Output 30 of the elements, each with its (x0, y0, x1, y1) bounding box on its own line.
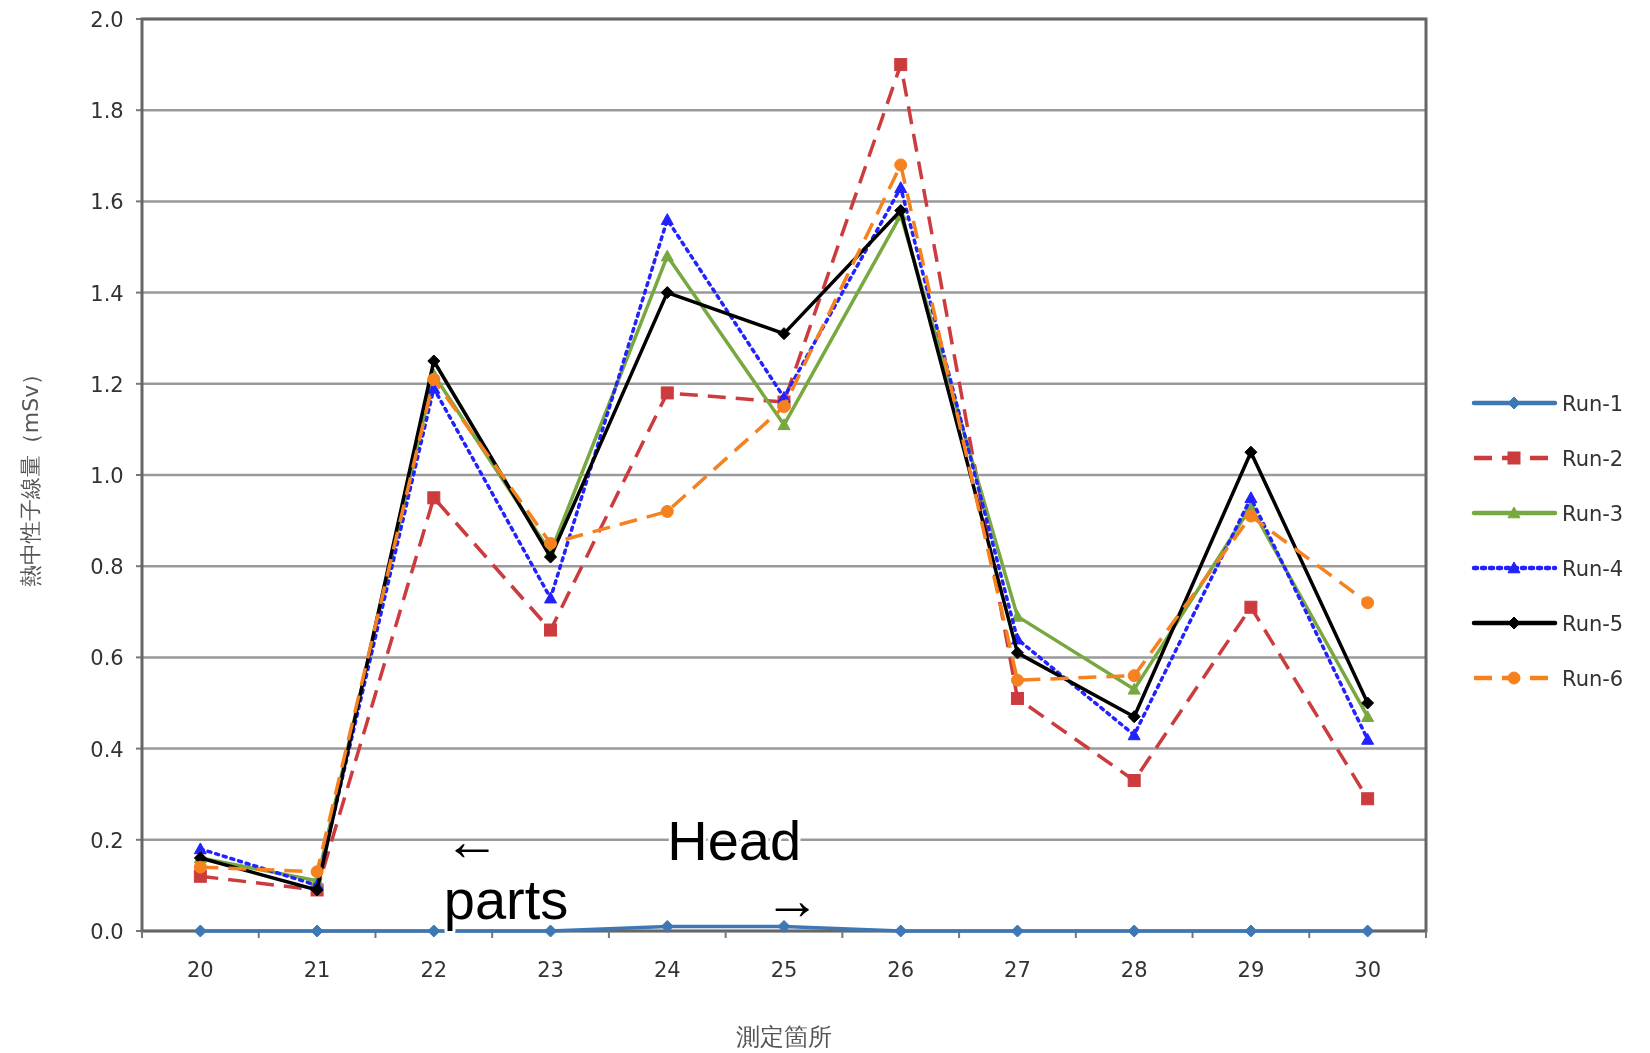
legend-label: Run-2 (1562, 447, 1624, 471)
y-tick-label: 1.2 (90, 372, 124, 397)
x-tick-label: 26 (887, 958, 915, 982)
y-tick-label: 0.6 (90, 646, 124, 671)
y-tick-label: 1.4 (90, 281, 124, 306)
y-tick-label: 2.0 (90, 8, 124, 32)
x-tick-label: 23 (537, 958, 564, 982)
x-tick-label: 29 (1237, 958, 1265, 982)
x-tick-label: 20 (187, 958, 214, 982)
y-tick-label: 1.6 (90, 190, 124, 215)
x-tick-label: 24 (653, 958, 681, 982)
y-tick-label: 1.8 (90, 99, 124, 124)
y-tick-label: 0.2 (90, 828, 124, 853)
legend-label: Run-1 (1562, 392, 1624, 416)
x-tick-label: 25 (770, 958, 798, 982)
x-tick-label: 28 (1120, 958, 1148, 982)
y-tick-label: 0.0 (90, 920, 124, 944)
y-tick-label: 0.8 (90, 555, 124, 580)
legend-label: Run-4 (1562, 557, 1624, 581)
x-axis-title: 測定箇所 (736, 1023, 832, 1051)
legend-label: Run-6 (1562, 667, 1624, 691)
y-tick-label: 1.0 (90, 464, 124, 488)
legend-label: Run-3 (1562, 502, 1624, 526)
x-tick-label: 27 (1004, 958, 1031, 982)
y-axis-title: 熱中性子線量（mSv） (18, 362, 43, 588)
legend-label: Run-5 (1562, 612, 1624, 636)
x-tick-label: 21 (303, 958, 331, 982)
y-tick-label: 0.4 (90, 737, 124, 762)
x-tick-label: 30 (1354, 958, 1381, 982)
x-tick-label: 22 (420, 958, 448, 982)
